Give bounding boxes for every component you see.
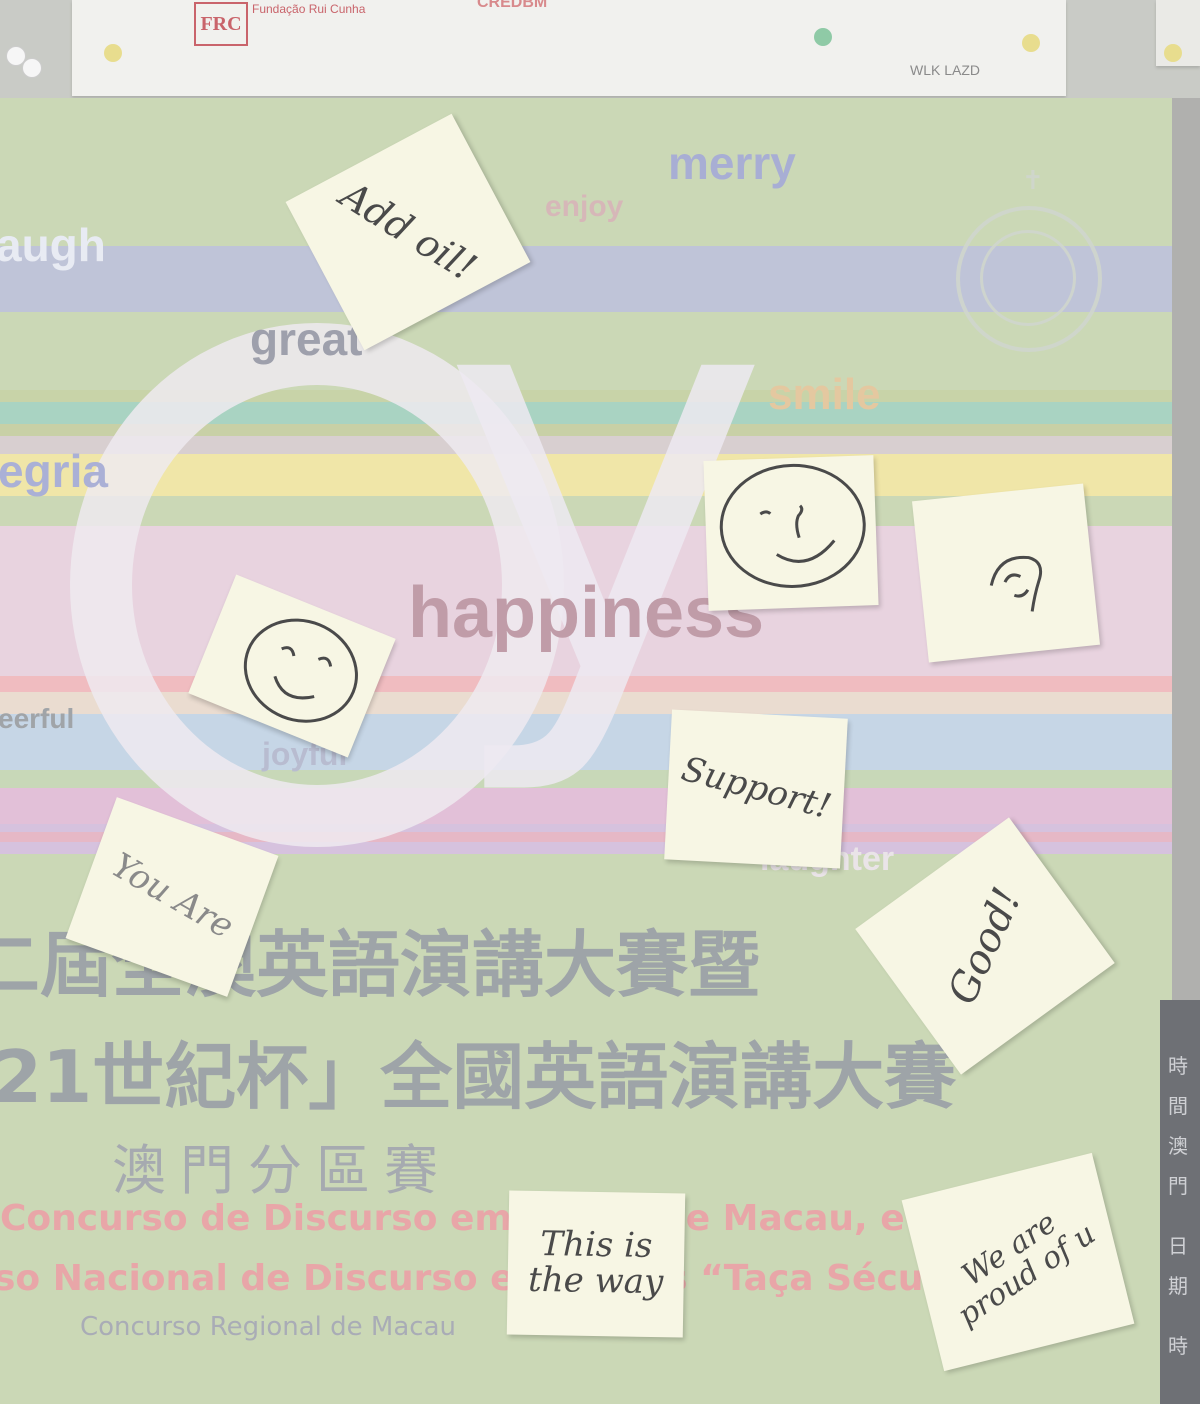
credbm-logo: CREDBM bbox=[477, 0, 548, 11]
sticky-note-smiley bbox=[188, 574, 396, 758]
chinese-title-line2: 21世紀杯」全國英語演講大賽 bbox=[0, 1035, 957, 1119]
pushpin-icon bbox=[6, 46, 26, 66]
word-smile: smile bbox=[768, 370, 881, 419]
pushpin-icon bbox=[814, 28, 832, 46]
edge-char: 門 bbox=[1168, 1174, 1188, 1198]
sticky-note-doodle bbox=[912, 483, 1100, 663]
top-notice-sheet: FRC Fundação Rui Cunha CREDBM WLK LAZD bbox=[72, 0, 1066, 96]
sticky-note-this-is-the-way: This is the way bbox=[506, 1190, 686, 1338]
pushpin-icon bbox=[1022, 34, 1040, 52]
sticky-note-smiley bbox=[703, 455, 879, 611]
notice-signature: WLK LAZD bbox=[910, 62, 981, 78]
sticky-note-support: Support! bbox=[664, 709, 848, 869]
edge-char: 時 bbox=[1168, 1334, 1188, 1358]
edge-char: 期 bbox=[1168, 1274, 1188, 1298]
edge-char: 日 bbox=[1168, 1234, 1188, 1258]
edge-char: 時 bbox=[1168, 1054, 1188, 1078]
cross-icon: ✝ bbox=[1022, 166, 1044, 196]
word-enjoy: enjoy bbox=[545, 190, 624, 223]
doodle-icon bbox=[989, 555, 1043, 612]
portuguese-regional-line: Concurso Regional de Macau bbox=[80, 1312, 456, 1342]
portuguese-title-line2: so Nacional de Discurso em Inglês “Taça … bbox=[0, 1258, 961, 1299]
edge-char: 間 bbox=[1168, 1094, 1188, 1118]
portuguese-title-line1: Concurso de Discurso em Inglês de Macau,… bbox=[0, 1198, 905, 1239]
note-text: Support! bbox=[677, 749, 836, 828]
school-seal-icon: ✝ bbox=[956, 166, 1102, 352]
pushpin-icon bbox=[22, 58, 42, 78]
word-alegria: egria bbox=[0, 445, 108, 497]
smiley-features-icon bbox=[273, 646, 333, 700]
frc-logo: FRC bbox=[194, 2, 248, 46]
word-laugh: augh bbox=[0, 219, 106, 271]
note-text: This is the way bbox=[527, 1224, 664, 1303]
edge-char: 澳 bbox=[1168, 1134, 1188, 1158]
chinese-subtitle: 澳門分區賽 bbox=[112, 1139, 452, 1202]
word-great: great bbox=[250, 313, 363, 365]
word-merry: merry bbox=[668, 137, 796, 189]
adjacent-poster-edge bbox=[1160, 1000, 1200, 1404]
word-cheerful: eerful bbox=[0, 703, 75, 734]
pushpin-icon bbox=[1164, 44, 1182, 62]
word-happiness: happiness bbox=[408, 573, 765, 653]
pushpin-icon bbox=[104, 44, 122, 62]
smiley-features-icon bbox=[759, 504, 836, 563]
seal-inner-ring bbox=[980, 230, 1076, 326]
frc-org-name: Fundação Rui Cunha bbox=[252, 2, 366, 16]
poster-stripe bbox=[0, 832, 1172, 842]
